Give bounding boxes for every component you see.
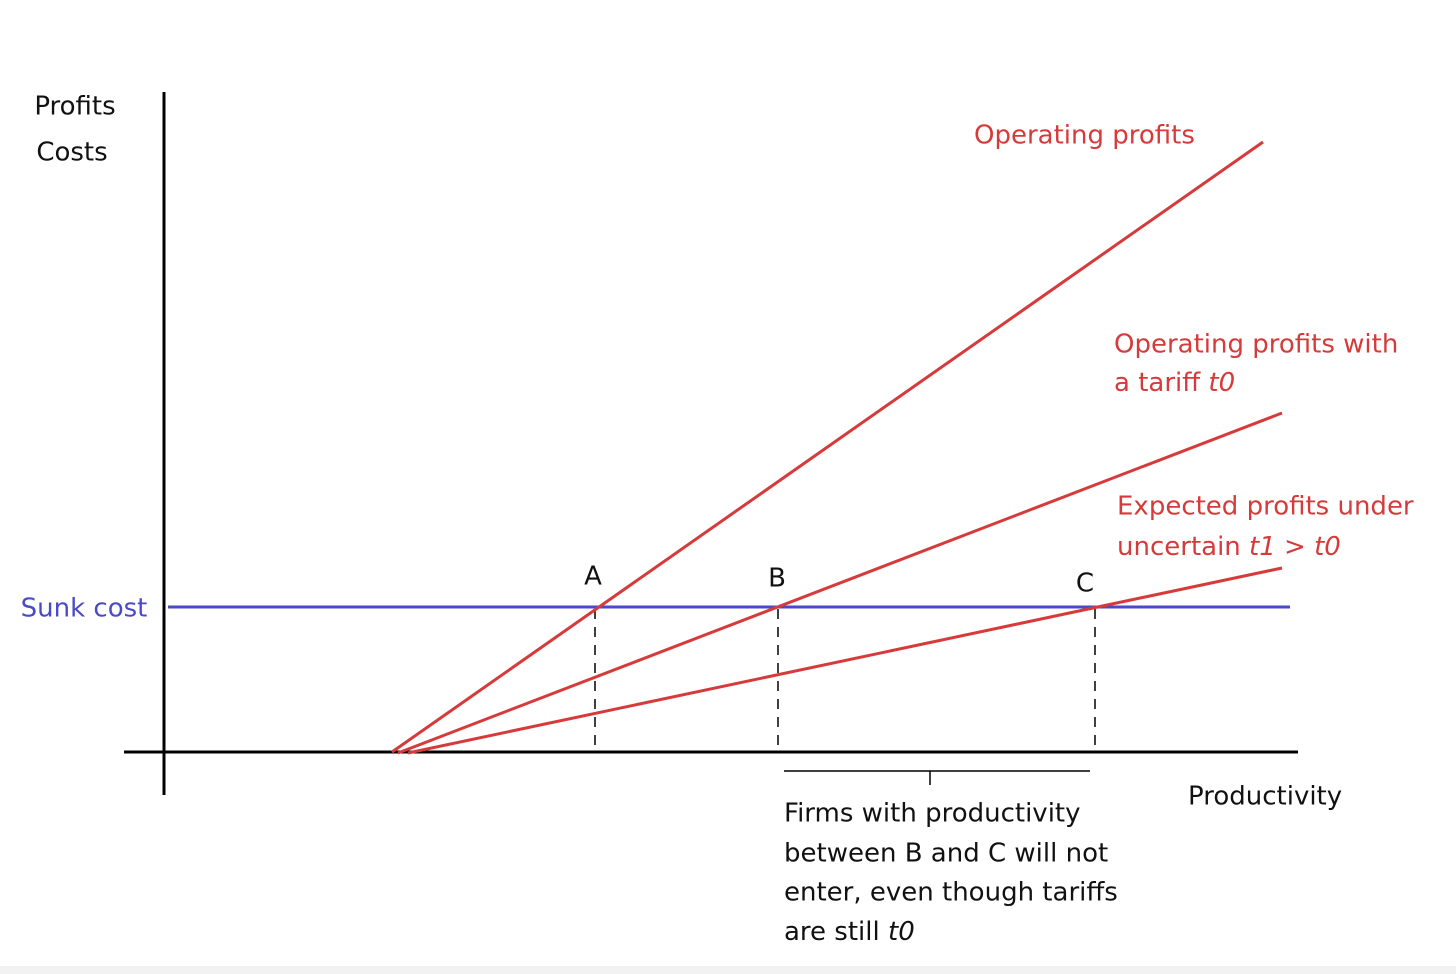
label-italic: t1 > t0	[1249, 532, 1341, 562]
y-label: Costs	[36, 138, 107, 168]
tariff-line	[397, 411, 1283, 755]
point-label: B	[768, 564, 786, 594]
note-line: Firms with productivity	[784, 799, 1081, 829]
curve-label: a tariff t0	[1114, 368, 1235, 398]
curve-label: uncertain t1 > t0	[1117, 532, 1341, 562]
profit-lines	[391, 140, 1283, 755]
sunk-cost-label: Sunk cost	[21, 594, 148, 624]
bottom-border	[0, 966, 1456, 974]
curve-label: Expected profits under	[1117, 492, 1414, 522]
y-label: Profits	[34, 92, 115, 122]
curve-label: Operating profits	[974, 121, 1195, 151]
dashed-guides	[594, 609, 1096, 752]
note-text: are still	[784, 917, 880, 947]
operating-profits-line	[391, 140, 1264, 754]
label-italic: t0	[1208, 368, 1235, 398]
note-line: are still t0	[784, 917, 915, 947]
curve-label: Operating profits with	[1114, 330, 1398, 360]
uncertain-line	[407, 566, 1283, 755]
point-label: C	[1076, 569, 1094, 599]
note-italic: t0	[888, 917, 915, 947]
point-label: A	[584, 562, 602, 592]
label-text: uncertain	[1117, 532, 1241, 562]
x-label: Productivity	[1188, 782, 1342, 812]
label-text: a tariff	[1114, 368, 1201, 398]
note-line: between B and C will not	[784, 839, 1108, 869]
note-line: enter, even though tariffs	[784, 878, 1118, 908]
